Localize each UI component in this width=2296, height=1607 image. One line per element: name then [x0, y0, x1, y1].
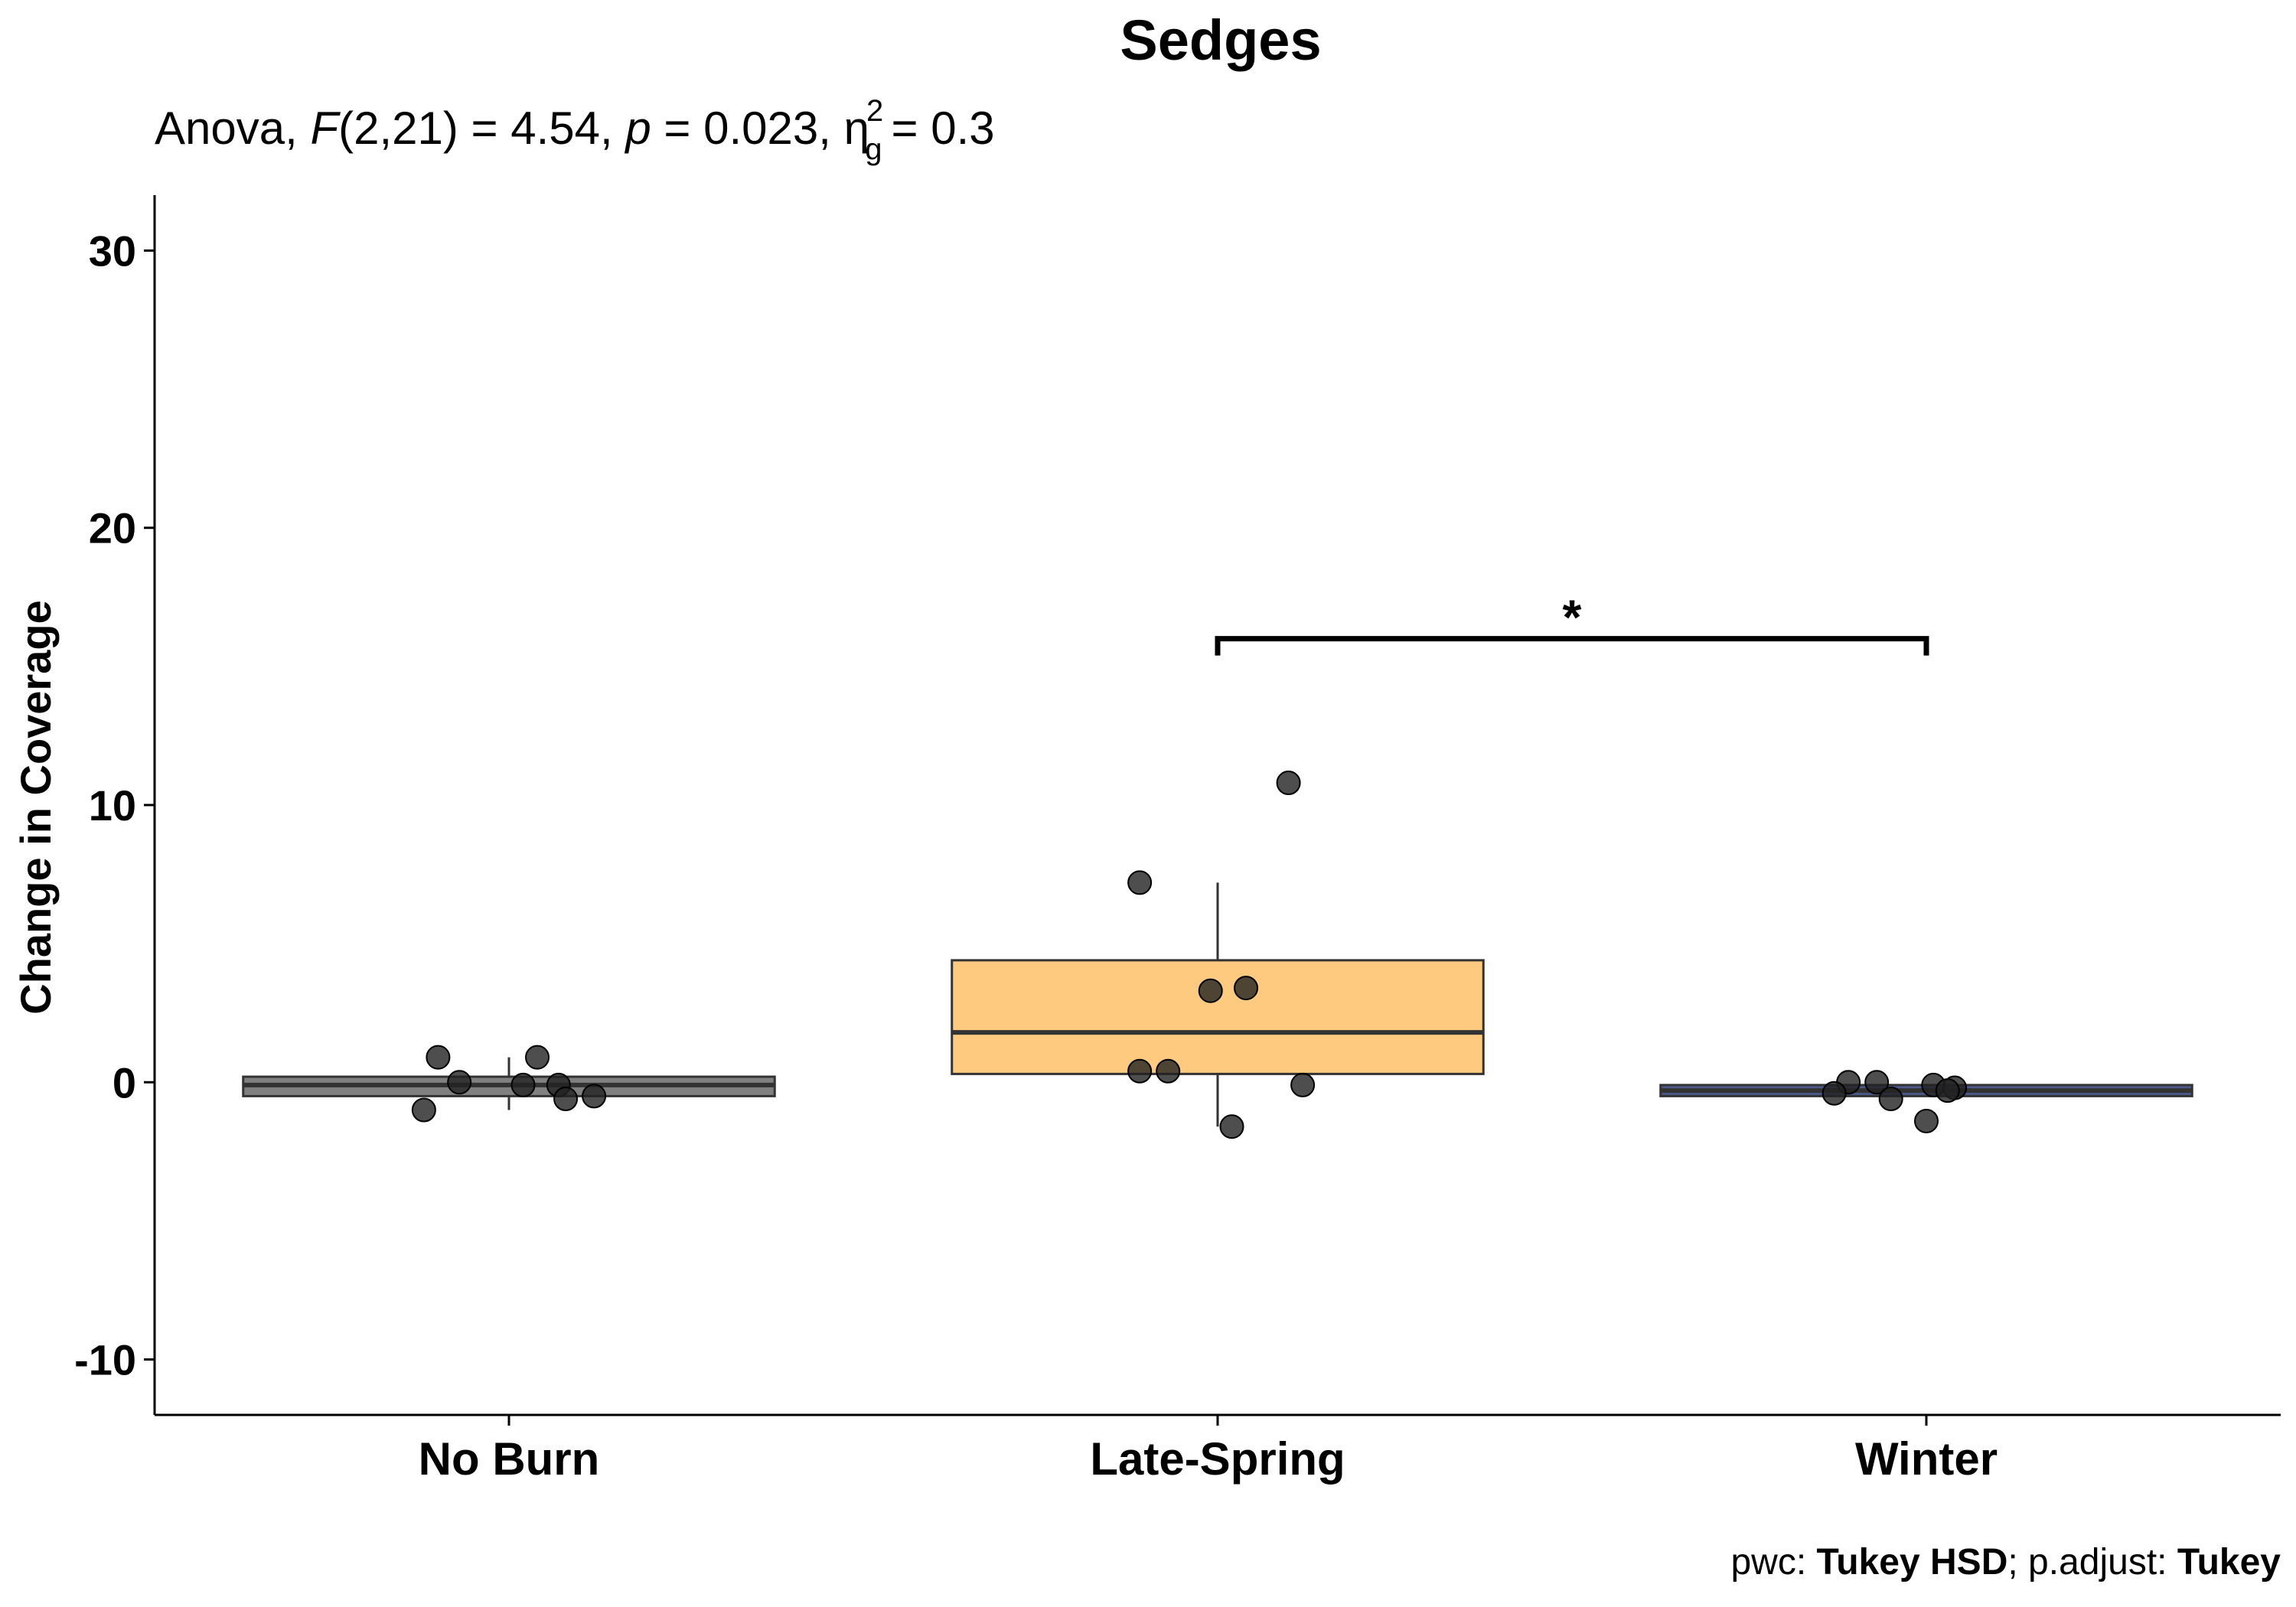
data-point	[1277, 771, 1300, 794]
caption-method: Tukey HSD	[1817, 1542, 2008, 1583]
box-body	[952, 960, 1484, 1074]
data-point	[526, 1046, 549, 1069]
y-tick-label: 30	[89, 227, 136, 275]
x-tick-label: No Burn	[419, 1433, 600, 1485]
x-ticks: No Burn Late-Spring Winter	[419, 1415, 1998, 1485]
data-point	[1234, 976, 1257, 999]
chart-subtitle: Anova, F(2,21) = 4.54, p = 0.023, η2 g = 0…	[155, 94, 995, 166]
significance-bracket: *	[1218, 590, 1926, 656]
y-ticks: 30 20 10 0 -10	[74, 227, 155, 1384]
data-point	[1880, 1087, 1903, 1110]
subtitle-stat-symbol: F	[310, 103, 341, 154]
y-axis-label: Change in Coverage	[11, 600, 60, 1014]
caption-prefix: pwc:	[1730, 1542, 1816, 1583]
boxes	[243, 882, 2193, 1126]
chart-caption: pwc: Tukey HSD; p.adjust: Tukey	[1730, 1542, 2281, 1583]
subtitle-stat-df: (2,21) = 4.54,	[338, 103, 613, 154]
box-no-burn	[243, 1058, 775, 1110]
x-tick-label: Winter	[1855, 1433, 1998, 1485]
subtitle-effect-sup: 2	[866, 94, 883, 128]
data-point	[448, 1071, 471, 1094]
data-point	[1291, 1074, 1314, 1097]
data-point	[1128, 871, 1151, 894]
y-tick-label: 0	[113, 1058, 136, 1107]
data-point	[554, 1087, 577, 1110]
subtitle-test: Anova	[155, 103, 285, 154]
significance-label: *	[1563, 590, 1582, 645]
data-point	[1915, 1110, 1938, 1133]
data-point	[1936, 1079, 1959, 1102]
data-point	[1156, 1060, 1179, 1083]
caption-adjust: Tukey	[2177, 1542, 2281, 1583]
data-point	[413, 1099, 435, 1122]
data-point	[1823, 1082, 1846, 1105]
subtitle-p-symbol: p	[624, 103, 651, 154]
data-point	[1221, 1115, 1244, 1138]
caption-middle: ; p.adjust:	[2007, 1542, 2177, 1583]
data-point	[1128, 1060, 1151, 1083]
y-tick-label: -10	[74, 1336, 136, 1384]
box-late-spring	[952, 882, 1484, 1126]
chart-title: Sedges	[1120, 8, 1321, 72]
data-point	[1199, 980, 1222, 1002]
subtitle-effect-sub: g	[865, 132, 882, 166]
y-tick-label: 10	[89, 781, 136, 830]
y-tick-label: 20	[89, 504, 136, 553]
data-point	[582, 1084, 605, 1107]
x-tick-label: Late-Spring	[1090, 1433, 1345, 1485]
data-point	[426, 1046, 449, 1069]
subtitle-effect-value: = 0.3	[892, 103, 995, 154]
data-point	[512, 1074, 535, 1097]
subtitle-p-value: = 0.023,	[651, 103, 831, 154]
